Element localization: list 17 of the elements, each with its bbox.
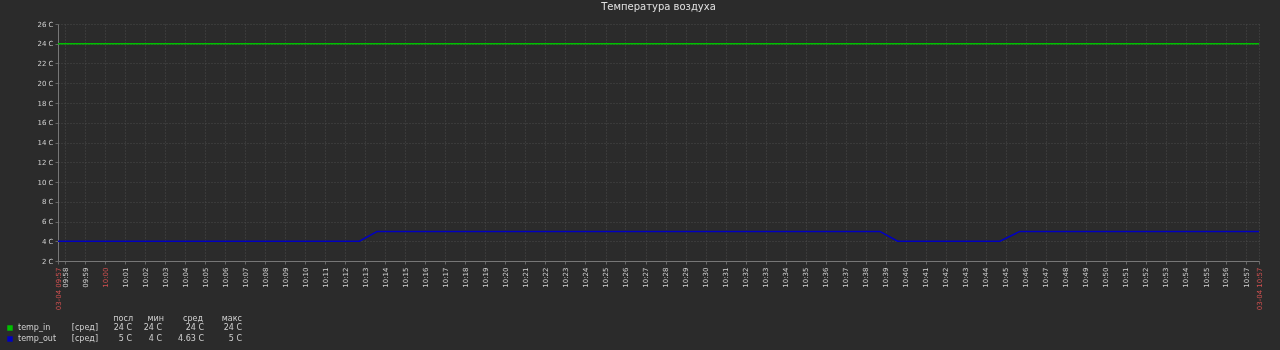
text: [сред] xyxy=(71,334,98,343)
text: 24 C xyxy=(143,323,163,332)
text: 24 C xyxy=(113,323,133,332)
text: 24 C xyxy=(185,323,205,332)
text: мин xyxy=(147,314,164,323)
chart-title: Температура воздуха xyxy=(600,1,716,12)
text: 4.63 C xyxy=(178,334,205,343)
text: [сред] xyxy=(71,323,98,332)
text: 5 C xyxy=(228,334,243,343)
text: посл xyxy=(113,314,133,323)
text: 4 C xyxy=(148,334,163,343)
text: макс xyxy=(221,314,242,323)
text: сред xyxy=(183,314,204,323)
text: 24 C xyxy=(223,323,243,332)
text: 5 C xyxy=(118,334,133,343)
legend-label: temp_in xyxy=(18,323,51,332)
legend-label: temp_out xyxy=(18,334,57,343)
